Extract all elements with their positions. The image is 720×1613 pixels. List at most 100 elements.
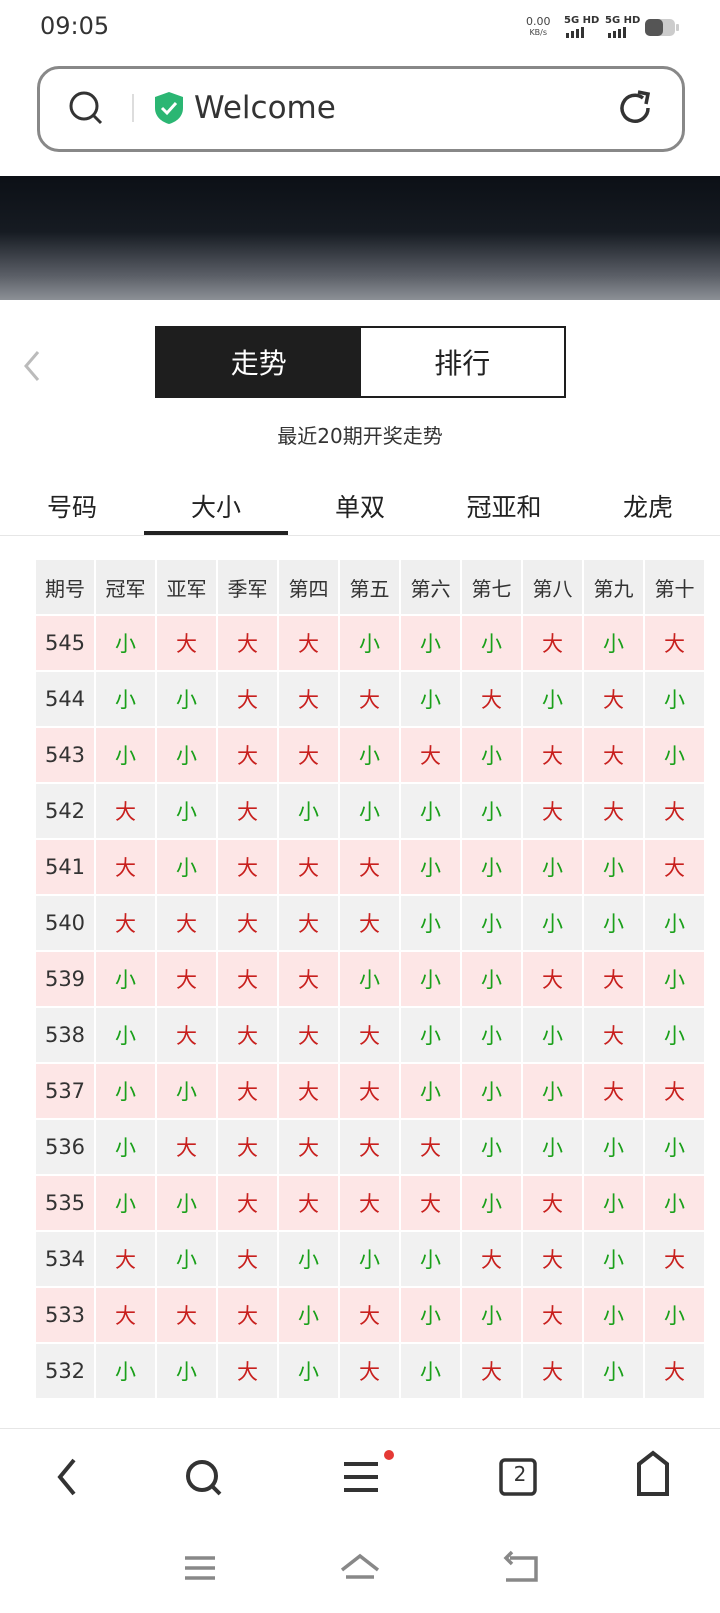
subtitle: 最近20期开奖走势	[277, 424, 443, 448]
cell: 大	[340, 1064, 399, 1118]
cell: 大	[340, 1008, 399, 1062]
address-bar[interactable]	[37, 66, 685, 152]
divider	[132, 94, 134, 122]
search-icon	[69, 91, 103, 125]
header-cell: 第五	[340, 560, 399, 614]
cell: 大	[401, 1120, 460, 1174]
cell: 小	[401, 1008, 460, 1062]
header-cell: 期号	[36, 560, 94, 614]
cell: 大	[279, 896, 338, 950]
secure-icon	[155, 92, 183, 124]
cell: 大	[218, 672, 277, 726]
cell: 大	[523, 616, 582, 670]
cell: 小	[462, 1120, 521, 1174]
cell: 大	[340, 1288, 399, 1342]
cell: 小	[157, 672, 216, 726]
header-cell: 季军	[218, 560, 277, 614]
cell: 大	[584, 672, 643, 726]
cell: 大	[401, 728, 460, 782]
cell: 小	[584, 1288, 643, 1342]
toggle-option[interactable]: 走势	[157, 328, 361, 396]
cell: 大	[218, 784, 277, 838]
nav-search[interactable]	[186, 1460, 218, 1492]
cell: 小	[462, 1008, 521, 1062]
cell: 小	[523, 896, 582, 950]
issue-cell: 544	[36, 672, 94, 726]
reload-icon[interactable]	[616, 88, 656, 128]
cell: 小	[584, 1120, 643, 1174]
cell: 大	[218, 1232, 277, 1286]
back-arrow[interactable]	[20, 348, 44, 384]
cell: 大	[218, 952, 277, 1006]
row: 536 小大大大大大小小小小	[36, 1120, 704, 1174]
issue-cell: 541	[36, 840, 94, 894]
issue-cell: 537	[36, 1064, 94, 1118]
row: 535 小小大大大大小大小小	[36, 1176, 704, 1230]
tab[interactable]: 单双	[334, 493, 385, 522]
issue-cell: 533	[36, 1288, 94, 1342]
header-cell: 第九	[584, 560, 643, 614]
cell: 大	[157, 1288, 216, 1342]
row: 543 小小大大小大小大大小	[36, 728, 704, 782]
cell: 大	[218, 1176, 277, 1230]
cell: 大	[279, 672, 338, 726]
nav-back[interactable]	[57, 1458, 76, 1496]
nav-tabs[interactable]	[499, 1458, 537, 1496]
nav-icons	[57, 1450, 669, 1582]
cell: 大	[218, 1344, 277, 1398]
row: 539 小大大大小小小大大小	[36, 952, 704, 1006]
toggle: 走势 排行	[155, 326, 566, 398]
nav-home[interactable]	[637, 1450, 669, 1496]
cell: 小	[401, 896, 460, 950]
bottom-bar	[0, 1428, 720, 1613]
cell: 大	[340, 840, 399, 894]
cell: 大	[96, 1232, 155, 1286]
cell: 大	[584, 952, 643, 1006]
cell: 大	[218, 840, 277, 894]
cell: 小	[401, 840, 460, 894]
cell: 大	[157, 952, 216, 1006]
cell: 小	[157, 784, 216, 838]
cell: 小	[96, 952, 155, 1006]
cell: 大	[523, 1232, 582, 1286]
cell: 小	[645, 728, 704, 782]
cell: 小	[523, 840, 582, 894]
cell: 小	[401, 1288, 460, 1342]
cell: 小	[340, 616, 399, 670]
row: 538 小大大大大小小小大小	[36, 1008, 704, 1062]
cell: 小	[584, 616, 643, 670]
issue-cell: 542	[36, 784, 94, 838]
cell: 大	[96, 840, 155, 894]
row: 534 大小大小小小大大小大	[36, 1232, 704, 1286]
cell: 大	[279, 840, 338, 894]
cell: 大	[279, 1120, 338, 1174]
cell: 小	[401, 1344, 460, 1398]
cell: 小	[340, 1232, 399, 1286]
cell: 大	[279, 952, 338, 1006]
cell: 大	[279, 728, 338, 782]
cell: 小	[96, 1344, 155, 1398]
nav-menu[interactable]	[344, 1462, 378, 1492]
cell: 大	[340, 1120, 399, 1174]
row: 545 小大大大小小小大小大	[36, 616, 704, 670]
tab[interactable]: 龙虎	[622, 493, 673, 522]
tab[interactable]: 号码	[46, 493, 97, 522]
tab-underline	[144, 531, 288, 535]
separator	[0, 535, 720, 536]
cell: 小	[523, 672, 582, 726]
speed-unit: KB/s	[529, 28, 548, 37]
cell: 小	[96, 728, 155, 782]
cell: 大	[218, 728, 277, 782]
issue-cell: 538	[36, 1008, 94, 1062]
cell: 小	[523, 1120, 582, 1174]
tab-count: 2	[513, 1462, 527, 1486]
header-cell: 第四	[279, 560, 338, 614]
cell: 大	[523, 1344, 582, 1398]
tab[interactable]: 冠亚和	[466, 493, 542, 522]
cell: 大	[279, 616, 338, 670]
tab[interactable]: 大小	[190, 493, 241, 522]
toggle-option[interactable]: 排行	[360, 328, 564, 396]
cell: 小	[462, 616, 521, 670]
cell: 大	[157, 896, 216, 950]
banner	[0, 176, 720, 300]
